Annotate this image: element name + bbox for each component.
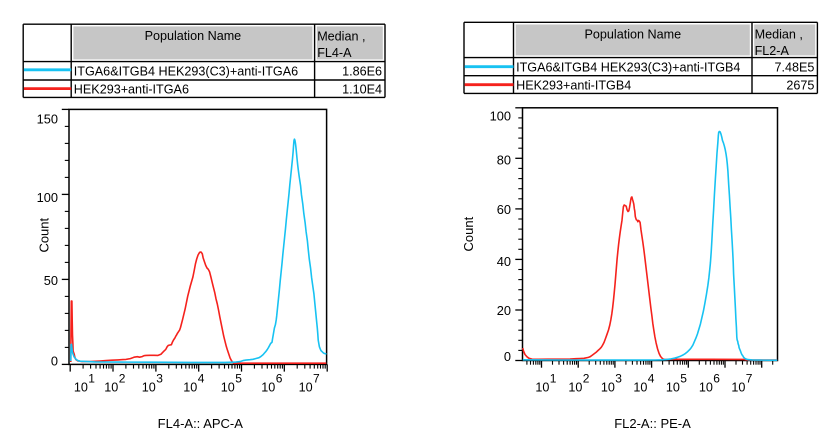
svg-text:100: 100 — [37, 190, 58, 205]
svg-text:4: 4 — [198, 371, 205, 385]
svg-text:80: 80 — [497, 152, 511, 167]
svg-text:Median ,: Median , — [317, 29, 365, 43]
svg-text:10: 10 — [731, 380, 745, 394]
svg-text:6: 6 — [713, 371, 720, 385]
svg-text:10: 10 — [535, 380, 549, 394]
svg-text:150: 150 — [37, 112, 58, 127]
svg-text:1: 1 — [550, 371, 557, 385]
svg-text:HEK293+anti-ITGB4: HEK293+anti-ITGB4 — [516, 78, 631, 92]
svg-text:ITGA6&ITGB4 HEK293(C3)+anti-IT: ITGA6&ITGB4 HEK293(C3)+anti-ITGB4 — [516, 61, 740, 75]
svg-text:FL4-A: FL4-A — [317, 46, 352, 60]
svg-text:Population Name: Population Name — [584, 27, 681, 41]
svg-text:7.48E5: 7.48E5 — [774, 61, 814, 75]
svg-text:7: 7 — [313, 371, 320, 385]
svg-text:2: 2 — [583, 371, 590, 385]
svg-text:10: 10 — [74, 380, 88, 394]
svg-text:FL2-A: FL2-A — [755, 44, 790, 58]
svg-text:FL4-A:: APC-A: FL4-A:: APC-A — [158, 416, 244, 431]
svg-text:Median ,: Median , — [755, 28, 803, 42]
svg-text:Count: Count — [37, 217, 52, 252]
svg-text:6: 6 — [276, 371, 283, 385]
svg-text:40: 40 — [497, 254, 511, 269]
svg-text:2: 2 — [119, 371, 126, 385]
svg-text:10: 10 — [299, 380, 313, 394]
svg-text:1.10E4: 1.10E4 — [342, 83, 382, 97]
svg-text:10: 10 — [633, 380, 647, 394]
svg-text:1.86E6: 1.86E6 — [342, 65, 382, 79]
svg-text:2675: 2675 — [786, 78, 814, 92]
svg-text:0: 0 — [504, 349, 511, 364]
svg-text:Count: Count — [461, 216, 476, 251]
svg-text:100: 100 — [490, 109, 511, 124]
svg-text:1: 1 — [88, 371, 95, 385]
svg-text:10: 10 — [142, 380, 156, 394]
svg-text:Population Name: Population Name — [145, 29, 242, 43]
svg-text:60: 60 — [497, 202, 511, 217]
svg-text:20: 20 — [497, 303, 511, 318]
svg-text:10: 10 — [104, 380, 118, 394]
svg-text:3: 3 — [615, 371, 622, 385]
svg-text:10: 10 — [666, 380, 680, 394]
svg-text:3: 3 — [156, 371, 163, 385]
svg-text:HEK293+anti-ITGA6: HEK293+anti-ITGA6 — [74, 83, 189, 97]
svg-text:10: 10 — [568, 380, 582, 394]
svg-text:0: 0 — [51, 353, 58, 368]
svg-text:10: 10 — [601, 380, 615, 394]
svg-text:10: 10 — [221, 380, 235, 394]
svg-text:5: 5 — [680, 371, 687, 385]
svg-text:4: 4 — [648, 371, 655, 385]
svg-text:10: 10 — [261, 380, 275, 394]
svg-text:7: 7 — [746, 371, 753, 385]
svg-text:ITGA6&ITGB4 HEK293(C3)+anti-IT: ITGA6&ITGB4 HEK293(C3)+anti-ITGA6 — [74, 65, 298, 79]
svg-text:10: 10 — [183, 380, 197, 394]
svg-text:5: 5 — [235, 371, 242, 385]
svg-text:FL2-A:: PE-A: FL2-A:: PE-A — [614, 416, 691, 431]
svg-text:50: 50 — [44, 273, 58, 288]
svg-text:10: 10 — [699, 380, 713, 394]
